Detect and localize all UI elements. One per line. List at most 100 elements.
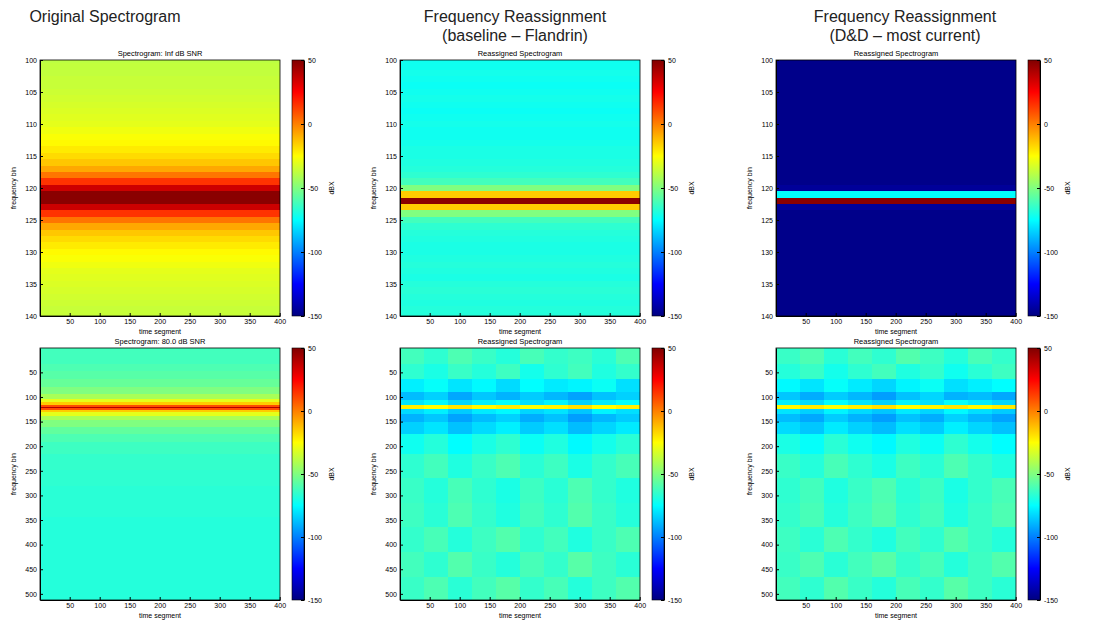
heatmap-cell <box>400 204 640 211</box>
heatmap-cell <box>800 422 825 435</box>
plot-frame <box>40 348 280 600</box>
heatmap-cell <box>448 364 473 380</box>
heatmap-cell <box>496 503 521 528</box>
heatmap-cell <box>40 412 280 416</box>
tick-label: 50 <box>668 345 676 352</box>
heatmap-cell <box>448 348 473 364</box>
heatmap-cell <box>400 223 640 230</box>
tick-mark <box>776 495 779 496</box>
heatmap-cell <box>800 454 825 479</box>
colorbar <box>1028 348 1040 600</box>
heatmap-cell <box>800 405 825 409</box>
colorbar <box>292 60 304 316</box>
heatmap-cell <box>40 140 280 147</box>
tick: 150 <box>761 418 779 425</box>
tick-mark <box>836 313 837 316</box>
heatmap-cell <box>944 364 969 380</box>
tick-label: 0 <box>1044 408 1048 415</box>
heatmap-cell <box>472 434 497 454</box>
heatmap-cell <box>592 405 617 409</box>
tick: 50 <box>29 369 43 376</box>
x-axis-title: time segment <box>499 328 541 336</box>
tick-label: 50 <box>66 602 74 609</box>
tick-mark <box>160 597 161 600</box>
heatmap-cell <box>400 191 640 198</box>
heatmap-cell <box>424 405 449 409</box>
heatmap-cell <box>992 414 1016 422</box>
heatmap-cell <box>824 364 849 380</box>
tick-mark <box>776 252 779 253</box>
tick-label: 250 <box>920 602 932 609</box>
heatmap-cell <box>800 379 825 392</box>
tick-mark <box>220 597 221 600</box>
tick: 500 <box>385 591 403 598</box>
tick-mark <box>776 92 779 93</box>
tick-mark <box>896 313 897 316</box>
tick-label: 115 <box>26 153 37 160</box>
tick-label: 400 <box>25 541 37 548</box>
colorbar <box>652 348 664 600</box>
heatmap-cell <box>616 409 640 414</box>
tick-label: -100 <box>308 249 322 256</box>
tick: -100 <box>661 249 682 256</box>
tick-label: 300 <box>214 602 226 609</box>
heatmap-cell <box>616 527 640 552</box>
tick-label: 400 <box>634 318 646 325</box>
tick-label: 300 <box>214 318 226 325</box>
panel-title: Spectrogram: 80.0 dB SNR <box>115 337 206 346</box>
heatmap-cell <box>472 422 497 435</box>
heatmap-cell <box>776 134 1016 141</box>
panel: 5010015020025030035040010010511011512012… <box>746 49 1071 336</box>
tick: 50 <box>661 345 676 352</box>
tick-mark <box>661 252 664 253</box>
heatmap-cell <box>400 454 424 479</box>
heatmap-cell <box>40 159 280 166</box>
heatmap-cell <box>992 364 1016 380</box>
tick-label: 50 <box>308 57 316 64</box>
tick-mark <box>40 92 43 93</box>
colorbar-title: dBX <box>688 467 695 481</box>
tick: 250 <box>184 597 196 609</box>
heatmap-cell <box>824 478 849 503</box>
tick-label: 100 <box>94 602 106 609</box>
heatmap-cell <box>400 527 424 552</box>
heatmap-cell <box>496 414 521 422</box>
tick: 350 <box>980 597 992 609</box>
heatmap-cell <box>776 454 800 479</box>
heatmap-cell <box>40 300 280 307</box>
panel-title: Reassigned Spectrogram <box>854 49 939 58</box>
tick-mark <box>100 597 101 600</box>
heatmap-cell <box>40 166 280 173</box>
plot-frame <box>400 348 640 600</box>
tick: 400 <box>385 541 403 548</box>
tick-label: 105 <box>761 89 773 96</box>
heatmap-cell <box>592 478 617 503</box>
heatmap-cell <box>568 392 593 400</box>
tick-mark <box>776 124 779 125</box>
tick: 400 <box>1010 597 1022 609</box>
heatmap-cell <box>496 527 521 552</box>
heatmap-cell <box>776 60 1016 64</box>
tick: 250 <box>544 313 556 325</box>
heatmap-cell <box>776 409 800 414</box>
heatmap-cell <box>848 405 873 409</box>
heatmap-cell <box>616 577 640 600</box>
tick-label: 50 <box>802 602 810 609</box>
heatmap-cell <box>920 527 945 552</box>
tick: 150 <box>25 418 43 425</box>
heatmap-cell <box>400 503 424 528</box>
tick-label: 250 <box>25 468 37 475</box>
heatmap-cell <box>872 454 897 479</box>
heatmap-cell <box>400 198 640 205</box>
heatmap-cell <box>968 405 993 409</box>
heatmap-cell <box>424 503 449 528</box>
tick-mark <box>986 313 987 316</box>
heatmap-cell <box>800 400 825 405</box>
tick: 100 <box>830 597 842 609</box>
tick: 110 <box>26 121 43 128</box>
tick-label: 300 <box>25 492 37 499</box>
tick-label: 400 <box>1010 602 1022 609</box>
tick: 50 <box>389 369 403 376</box>
tick: 400 <box>25 541 43 548</box>
heatmap-cell <box>992 454 1016 479</box>
